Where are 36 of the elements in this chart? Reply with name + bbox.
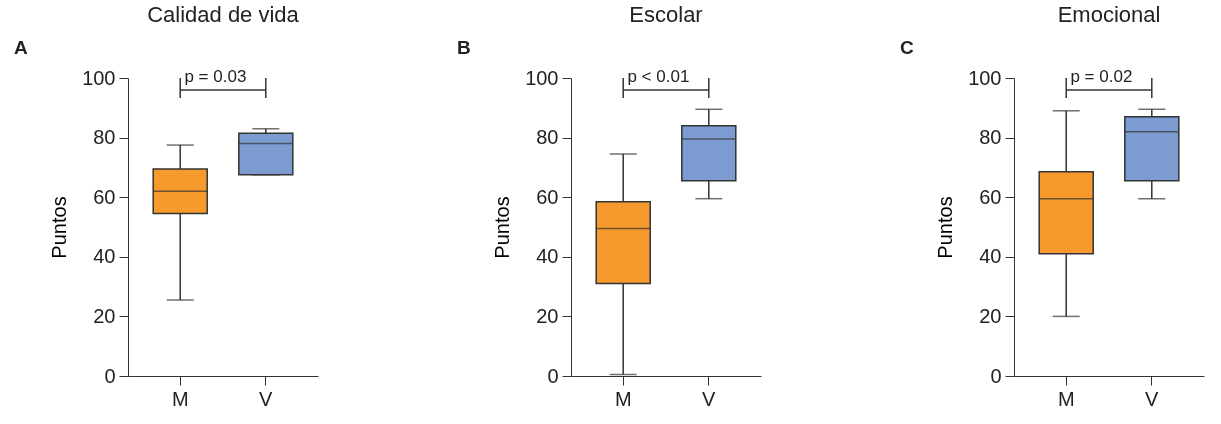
y-tick-label: 80	[536, 126, 559, 149]
annotation: p < 0.01	[627, 67, 690, 86]
y-tick-label: 40	[93, 245, 116, 268]
y-tick-label: 100	[82, 66, 116, 89]
text: A	[14, 37, 28, 58]
y-tick-label: 100	[968, 66, 1002, 89]
x-tick-label: V	[702, 387, 717, 410]
annotation: p = 0.02	[1070, 67, 1133, 86]
y-tick-label: 0	[990, 364, 1002, 387]
x-tick-label: V	[1145, 387, 1160, 410]
y-tick-label: 60	[979, 185, 1002, 208]
chart-title: Calidad de vida	[147, 2, 300, 27]
y-tick-label: 60	[536, 185, 559, 208]
y-tick-label: 100	[525, 66, 559, 89]
x-tick-label: M	[1057, 387, 1075, 410]
text: B	[457, 37, 471, 58]
y-tick-label: 80	[979, 126, 1002, 149]
annotation: p = 0.03	[184, 67, 247, 86]
x-tick-label: V	[259, 387, 274, 410]
y-tick-label: 60	[93, 185, 116, 208]
text: C	[900, 37, 914, 58]
y-axis-title: Puntos	[934, 196, 957, 259]
y-axis-title: Puntos	[491, 196, 514, 259]
y-tick-label: 40	[536, 245, 559, 268]
y-tick-label: 20	[979, 304, 1002, 327]
y-tick-label: 0	[104, 364, 116, 387]
y-tick-label: 20	[536, 304, 559, 327]
y-axis-title: Puntos	[48, 196, 71, 259]
y-tick-label: 40	[979, 245, 1002, 268]
x-tick-label: M	[614, 387, 632, 410]
chart-title: Escolar	[629, 2, 703, 27]
y-tick-label: 20	[93, 304, 116, 327]
x-tick-label: M	[171, 387, 189, 410]
y-tick-label: 0	[547, 364, 559, 387]
chart-title: Emocional	[1057, 2, 1161, 27]
y-tick-label: 80	[93, 126, 116, 149]
